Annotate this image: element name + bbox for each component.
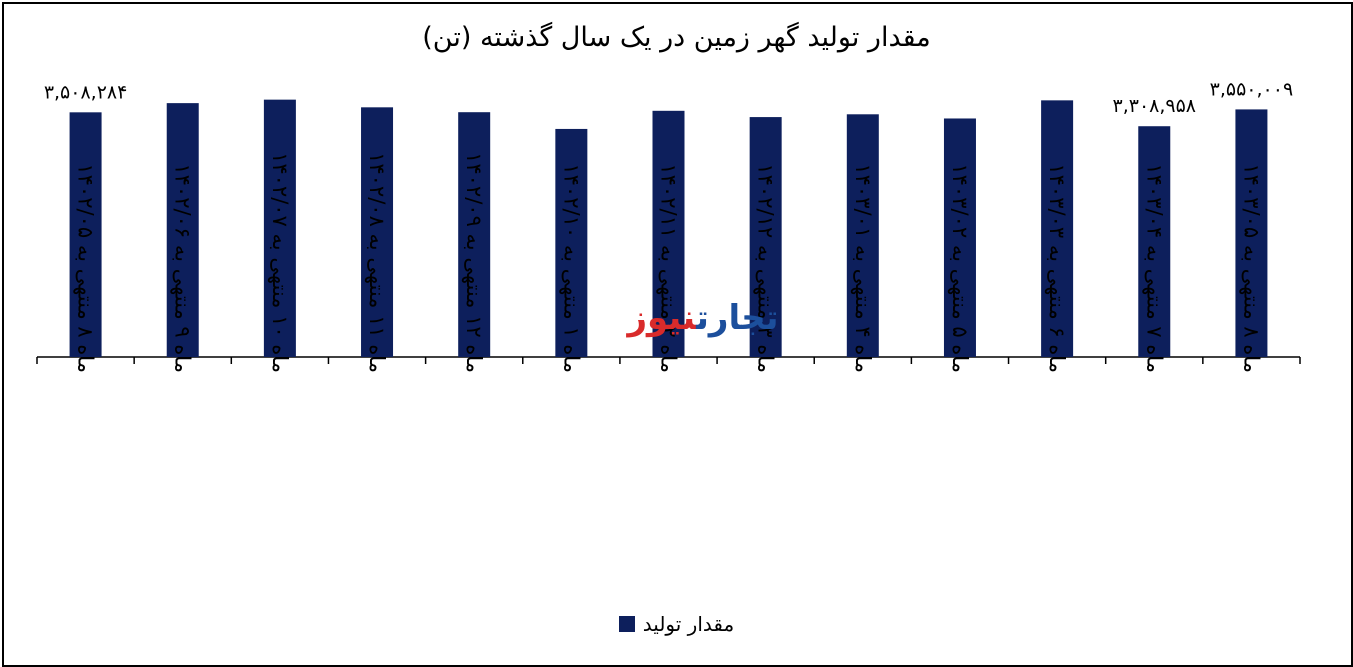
x-tick-label: ماه ۸ منتهی به ۱۴۰۳/۰۵ (1239, 163, 1263, 373)
x-tick-label: ماه ۱۲ منتهی به ۱۴۰۲/۰۹ (462, 152, 486, 373)
x-tick-label: ماه ۸ منتهی به ۱۴۰۲/۰۵ (74, 163, 98, 373)
bar (166, 103, 199, 357)
x-tick-label: ماه ۷ منتهی به ۱۴۰۳/۰۴ (1142, 163, 1166, 373)
bar (846, 114, 879, 358)
bar (749, 117, 782, 357)
bar (69, 112, 102, 358)
bar (652, 110, 685, 357)
chart-title: مقدار تولید گهر زمین در یک سال گذشته (تن… (422, 22, 931, 53)
watermark-text-a: تجارت (696, 298, 779, 338)
x-tick-label: ماه ۲ منتهی به ۱۴۰۲/۱۱ (657, 163, 681, 373)
x-tick-label: ماه ۹ منتهی به ۱۴۰۲/۰۶ (171, 163, 195, 373)
bar (1041, 100, 1074, 357)
bar (263, 99, 296, 358)
data-label: ۳,۵۵۰,۰۰۹ (1210, 78, 1294, 100)
bar (1235, 109, 1268, 357)
x-tick-label: ماه ۱۰ منتهی به ۱۴۰۲/۰۷ (268, 152, 292, 373)
watermark-logo: تجارتنیوز (608, 295, 798, 341)
legend: مقدار تولید (0, 612, 1353, 636)
bar (361, 107, 394, 357)
bar (1138, 126, 1171, 357)
data-label: ۳,۳۰۸,۹۵۸ (1113, 95, 1197, 117)
bar (943, 118, 976, 357)
x-tick-label: ماه ۶ منتهی به ۱۴۰۳/۰۳ (1045, 163, 1069, 373)
data-label: ۳,۵۰۸,۲۸۴ (44, 81, 128, 103)
bar (555, 128, 588, 357)
watermark-text-b: نیوز (627, 298, 697, 338)
bar (458, 112, 491, 357)
x-tick-label: ماه ۱ منتهی به ۱۴۰۲/۱۰ (559, 163, 583, 373)
x-tick-label: ماه ۳ منتهی به ۱۴۰۲/۱۲ (754, 163, 778, 373)
x-tick-label: ماه ۵ منتهی به ۱۴۰۳/۰۲ (948, 163, 972, 373)
legend-label: مقدار تولید (642, 612, 735, 636)
x-tick-label: ماه ۴ منتهی به ۱۴۰۳/۰۱ (851, 163, 875, 373)
legend-swatch (618, 616, 635, 632)
x-tick-label: ماه ۱۱ منتهی به ۱۴۰۲/۰۸ (365, 152, 389, 373)
